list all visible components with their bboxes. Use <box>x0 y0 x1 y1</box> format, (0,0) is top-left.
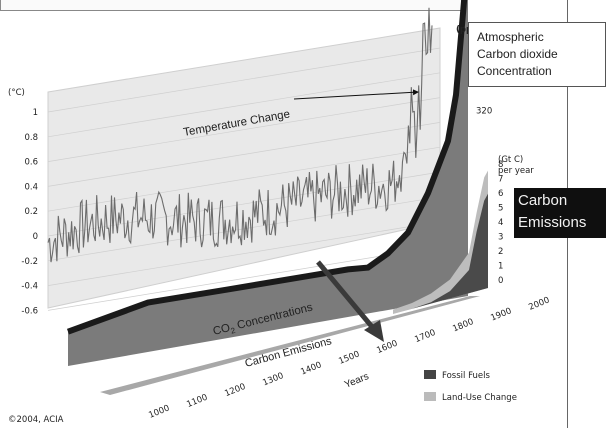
emissions-tick-label: 7 <box>498 175 503 185</box>
temperature-tick-label: 1 <box>33 108 38 118</box>
temperature-tick-label: 0.2 <box>24 207 38 217</box>
emissions-tick-label: 0 <box>498 276 503 286</box>
temperature-gridline <box>47 221 441 286</box>
carbon-callout-line-1: Carbon <box>518 192 568 209</box>
co2-series-edge <box>66 0 468 335</box>
emissions-tick-label: 4 <box>498 218 503 228</box>
emissions-tick-label: 8 <box>498 160 503 170</box>
emissions-tick-label: 3 <box>498 233 503 243</box>
temperature-tick-label: -0.4 <box>21 282 38 292</box>
emissions-axis-unit-2: per year <box>498 166 534 176</box>
emissions-arrow-shaft <box>316 260 380 336</box>
temperature-gridline <box>47 97 441 162</box>
co2-callout-line-3: Concentration <box>477 64 552 78</box>
temperature-gridline <box>47 72 441 138</box>
year-axis-label: Years <box>343 371 371 391</box>
legend-label-landuse: Land-Use Change <box>442 393 517 403</box>
temperature-gridline <box>47 146 441 212</box>
temperature-pointer-line <box>293 89 419 100</box>
emissions-tick-label: 2 <box>498 247 503 257</box>
year-tick-label: 1300 <box>261 371 285 388</box>
temperature-series-line <box>47 7 433 263</box>
temperature-tick-label: 0 <box>33 232 38 242</box>
temperature-axis-unit: (°C) <box>8 88 25 98</box>
temperature-tick-label: 0.8 <box>24 133 38 143</box>
year-tick-label: 1400 <box>299 360 323 377</box>
year-tick-label: 1800 <box>451 317 475 334</box>
temperature-tick-label: -0.2 <box>21 257 38 267</box>
emissions-base-band <box>100 296 480 395</box>
legend-swatch-landuse <box>424 392 436 401</box>
year-tick-label: 1900 <box>489 306 513 323</box>
legend-swatch-fossil <box>424 370 436 379</box>
year-tick-label: 1500 <box>337 349 361 366</box>
temperature-tick-label: -0.6 <box>21 306 38 316</box>
legend-label-fossil: Fossil Fuels <box>442 371 490 381</box>
co2-series-area <box>68 0 468 366</box>
temperature-axis-ticks: 1 0.8 0.6 0.4 0.2 0 -0.2 -0.4 -0.6 <box>21 108 38 316</box>
emissions-axis-unit: (Gt C) <box>498 155 523 165</box>
year-tick-label: 1100 <box>185 393 209 410</box>
fossil-fuel-emissions-area <box>393 193 488 314</box>
temperature-tick-label: 0.6 <box>24 158 38 168</box>
year-tick-label: 1000 <box>147 403 171 420</box>
temperature-gridline <box>47 47 441 113</box>
temperature-gridline <box>47 122 441 187</box>
co2-callout: Atmospheric Carbon dioxide Concentration <box>468 22 606 87</box>
emissions-axis-ticks: 8 7 6 5 4 3 2 1 0 <box>498 160 503 286</box>
emissions-arrow-head <box>364 320 384 342</box>
carbon-callout-line-2: Emissions <box>518 214 587 231</box>
emissions-tick-label: 5 <box>498 204 503 214</box>
emissions-tick-label: 1 <box>498 262 503 272</box>
year-tick-label: 1600 <box>375 339 399 356</box>
year-tick-label: 2000 <box>527 295 551 312</box>
year-tick-label: 1700 <box>413 328 437 345</box>
emissions-tick-label: 6 <box>498 189 503 199</box>
co2-tick-label: 320 <box>476 107 492 117</box>
temperature-gridline <box>47 246 441 311</box>
year-tick-label: 1200 <box>223 382 247 399</box>
temperature-tick-label: 0.4 <box>24 182 38 192</box>
carbon-emissions-callout: Carbon Emissions <box>514 188 606 238</box>
credit-text: ©2004, ACIA <box>8 415 64 425</box>
co2-callout-line-1: Atmospheric <box>477 30 544 44</box>
co2-callout-line-2: Carbon dioxide <box>477 47 558 61</box>
